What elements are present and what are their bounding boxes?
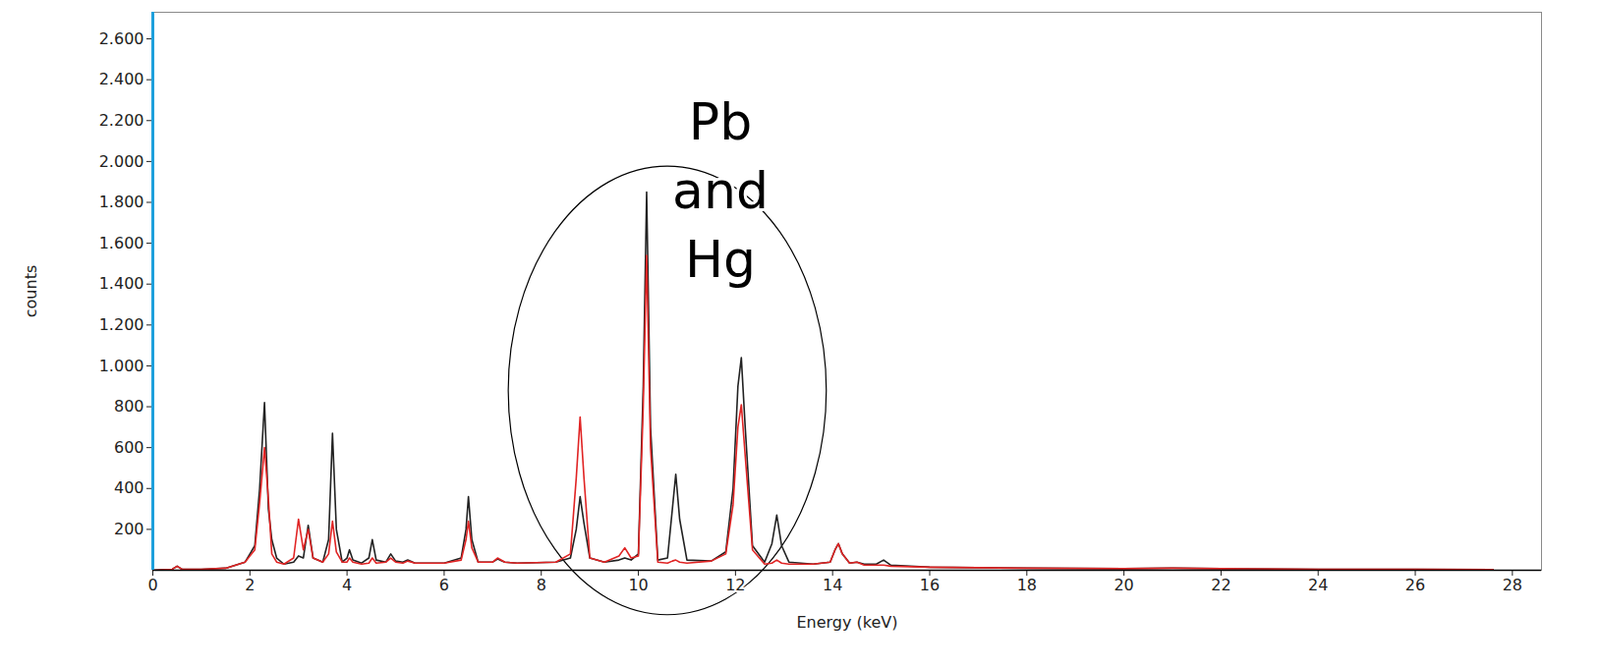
svg-text:2.600: 2.600 [99,29,145,49]
svg-text:22: 22 [1210,575,1231,595]
svg-text:2: 2 [244,575,255,595]
svg-text:1.600: 1.600 [99,233,145,253]
svg-text:2.400: 2.400 [99,69,145,89]
svg-text:6: 6 [439,575,450,595]
svg-text:16: 16 [919,575,940,595]
svg-text:200: 200 [114,519,145,539]
svg-text:2.000: 2.000 [99,152,145,172]
svg-text:400: 400 [114,478,145,498]
svg-text:24: 24 [1308,575,1328,595]
svg-text:1.800: 1.800 [99,192,145,212]
svg-text:1.400: 1.400 [99,274,145,293]
svg-text:26: 26 [1405,575,1426,595]
svg-text:20: 20 [1113,575,1134,595]
svg-text:1.000: 1.000 [99,356,145,376]
svg-text:800: 800 [114,397,145,416]
svg-text:Energy (keV): Energy (keV) [796,613,898,632]
svg-text:1.200: 1.200 [99,315,145,335]
svg-text:12: 12 [725,575,745,595]
svg-text:2.200: 2.200 [99,111,145,130]
svg-text:10: 10 [628,575,648,595]
svg-text:counts: counts [21,265,41,318]
svg-text:0: 0 [147,575,158,595]
svg-text:18: 18 [1017,575,1037,595]
svg-text:4: 4 [342,575,352,595]
svg-text:28: 28 [1502,575,1523,595]
svg-text:600: 600 [114,438,145,458]
svg-text:PbandHg: PbandHg [672,92,769,289]
svg-text:14: 14 [822,575,843,595]
svg-text:8: 8 [536,575,547,595]
